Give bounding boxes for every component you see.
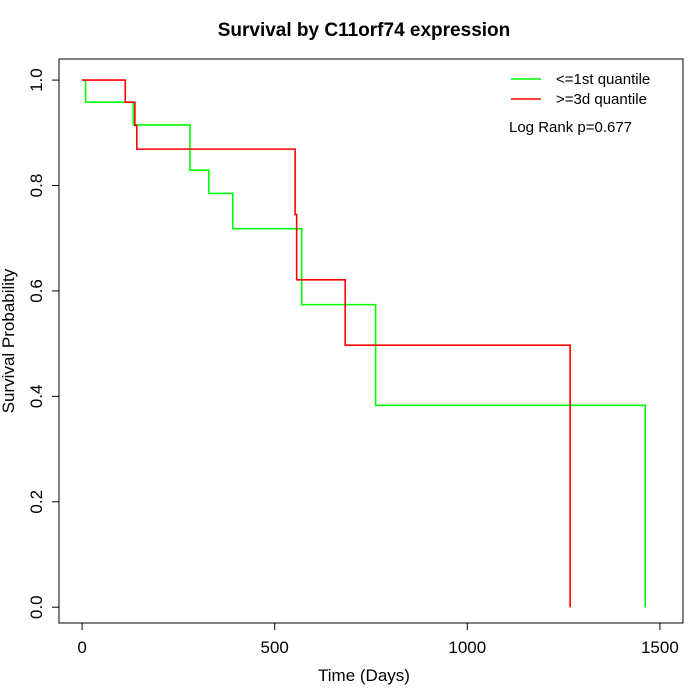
series-line-2 xyxy=(82,79,571,608)
series-line-1 xyxy=(82,79,647,608)
chart-title: Survival by C11orf74 expression xyxy=(218,20,511,41)
y-tick-label: 0.0 xyxy=(27,595,46,619)
y-axis: 0.0 0.2 0.4 0.6 0.8 1.0 xyxy=(27,68,60,619)
series-layer xyxy=(82,79,647,608)
x-axis: 0 500 1000 1500 xyxy=(77,622,679,657)
x-tick-label: 0 xyxy=(77,638,86,657)
y-tick-label: 0.4 xyxy=(27,385,46,409)
x-axis-label: Time (Days) xyxy=(318,666,410,685)
log-rank-annotation: Log Rank p=0.677 xyxy=(509,119,632,136)
legend: <=1st quantile >=3d quantile xyxy=(511,71,650,108)
y-tick-label: 0.8 xyxy=(27,174,46,198)
y-tick-label: 0.2 xyxy=(27,490,46,514)
legend-label-1: <=1st quantile xyxy=(556,71,650,88)
x-tick-label: 1500 xyxy=(641,638,679,657)
y-axis-label: Survival Probability xyxy=(0,268,18,413)
y-tick-label: 0.6 xyxy=(27,279,46,303)
x-tick-label: 500 xyxy=(261,638,289,657)
y-tick-label: 1.0 xyxy=(27,68,46,92)
x-tick-label: 1000 xyxy=(448,638,486,657)
plot-frame xyxy=(58,58,684,624)
legend-label-2: >=3d quantile xyxy=(556,91,647,108)
